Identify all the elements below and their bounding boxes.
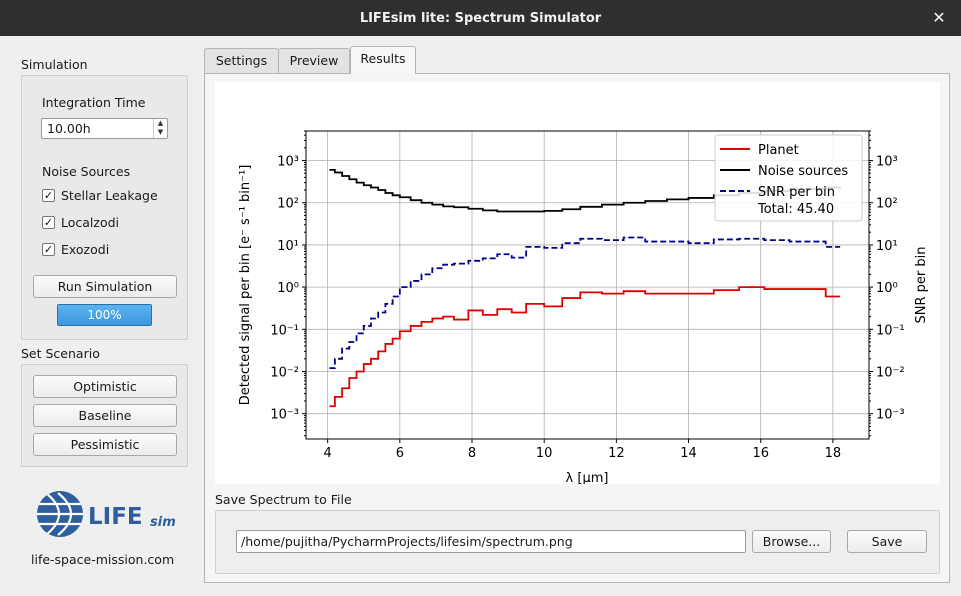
- legend-snr-label: SNR per bin: [758, 185, 835, 200]
- progress-text: 100%: [87, 308, 122, 322]
- life-logo: LIFE sim: [28, 490, 188, 538]
- snr-series-line: [329, 236, 841, 370]
- pessimistic-button[interactable]: Pessimistic: [33, 433, 177, 456]
- life-logo-icon: LIFE sim: [37, 491, 176, 537]
- y-tick-label-right: 10¹: [876, 239, 898, 254]
- y-tick-label-right: 10³: [876, 155, 898, 170]
- simulation-progress-bar: 100%: [57, 304, 152, 326]
- x-tick-label: 12: [608, 446, 625, 461]
- x-tick-label: 16: [752, 446, 769, 461]
- x-tick-label: 4: [324, 446, 332, 461]
- x-tick-label: 10: [536, 446, 553, 461]
- spectrum-chart: 4 6 8 10 12 14 16 18 10⁻³ 10⁻³ 10⁻² 10⁻² 10⁻¹ 10⁻¹ 10⁰…: [238, 130, 929, 486]
- integration-time-label: Integration Time: [42, 95, 146, 110]
- y-axis-left-label: Detected signal per bin [e⁻ s⁻¹ bin⁻¹]: [238, 165, 253, 406]
- save-spectrum-label: Save Spectrum to File: [215, 492, 352, 507]
- x-tick-label: 6: [396, 446, 404, 461]
- save-button[interactable]: Save: [847, 530, 927, 553]
- y-tick-label-left: 10³: [277, 155, 299, 170]
- stellar-leakage-checkbox[interactable]: ✓: [42, 189, 55, 202]
- legend-box: [714, 134, 863, 222]
- y-tick-label-right: 10⁻¹: [876, 323, 905, 338]
- legend-noise-label: Noise sources: [758, 164, 848, 179]
- exozodi-label: Exozodi: [61, 242, 110, 257]
- simulation-groupbox: [21, 75, 188, 340]
- scenario-group-label: Set Scenario: [21, 346, 100, 361]
- noise-sources-label: Noise Sources: [42, 164, 131, 179]
- logo-suffix: sim: [150, 515, 176, 530]
- logo-wordmark: LIFE: [88, 504, 143, 530]
- x-tick-label: 18: [825, 446, 842, 461]
- y-tick-label-right: 10⁰: [876, 281, 898, 296]
- y-tick-label-right: 10²: [876, 197, 898, 212]
- plot-frame: [305, 130, 870, 440]
- window-titlebar: LIFEsim lite: Spectrum Simulator ✕: [0, 0, 961, 36]
- optimistic-button[interactable]: Optimistic: [33, 375, 177, 398]
- exozodi-checkbox[interactable]: ✓: [42, 243, 55, 256]
- x-axis-label: λ [μm]: [566, 471, 609, 484]
- integration-time-value: 10.00h: [47, 121, 91, 136]
- x-tick-label: 14: [680, 446, 697, 461]
- legend-planet-label: Planet: [758, 143, 799, 158]
- noise-series-line: [329, 168, 842, 213]
- tab-results[interactable]: Results: [350, 46, 416, 74]
- y-tick-label-left: 10⁰: [277, 281, 299, 296]
- x-tick-label: 8: [468, 446, 476, 461]
- run-simulation-button[interactable]: Run Simulation: [33, 275, 177, 298]
- baseline-button[interactable]: Baseline: [33, 404, 177, 427]
- integration-time-spinbox[interactable]: 10.00h ▲ ▼: [41, 118, 168, 139]
- browse-button[interactable]: Browse...: [752, 530, 831, 553]
- tab-settings[interactable]: Settings: [204, 48, 279, 73]
- y-tick-label-left: 10⁻¹: [270, 323, 299, 338]
- y-axis-right-label: SNR per bin: [914, 247, 929, 324]
- y-tick-label-left: 10⁻³: [270, 408, 299, 423]
- spin-arrows-icon[interactable]: ▲ ▼: [153, 119, 167, 138]
- y-tick-label-left: 10²: [277, 197, 299, 212]
- chart-legend: Planet Noise sources SNR per bin Total: …: [714, 134, 863, 222]
- y-tick-label-left: 10⁻²: [270, 365, 299, 380]
- window-title: LIFEsim lite: Spectrum Simulator: [359, 10, 602, 26]
- save-path-input[interactable]: /home/pujitha/PycharmProjects/lifesim/sp…: [236, 530, 746, 553]
- y-tick-label-left: 10¹: [277, 239, 299, 254]
- spectrum-plot-area: 4 6 8 10 12 14 16 18 10⁻³ 10⁻³ 10⁻² 10⁻² 10⁻¹ 10⁻¹ 10⁰…: [215, 82, 940, 486]
- chart-series: [329, 168, 842, 408]
- stellar-leakage-label: Stellar Leakage: [61, 188, 158, 203]
- close-icon[interactable]: ✕: [932, 8, 946, 27]
- simulation-group-label: Simulation: [21, 57, 88, 72]
- y-tick-label-right: 10⁻²: [876, 365, 905, 380]
- y-tick-label-right: 10⁻³: [876, 408, 905, 423]
- mission-url-text: life-space-mission.com: [31, 552, 175, 567]
- progress-fill: [58, 305, 151, 325]
- localzodi-checkbox[interactable]: ✓: [42, 216, 55, 229]
- planet-series-line: [329, 286, 841, 408]
- chart-ticks: 4 6 8 10 12 14 16 18 10⁻³ 10⁻³ 10⁻² 10⁻² 10⁻¹ 10⁻¹ 10⁰…: [270, 130, 905, 461]
- legend-total-label: Total: 45.40: [757, 202, 834, 217]
- localzodi-label: Localzodi: [61, 215, 120, 230]
- tab-preview[interactable]: Preview: [278, 48, 350, 73]
